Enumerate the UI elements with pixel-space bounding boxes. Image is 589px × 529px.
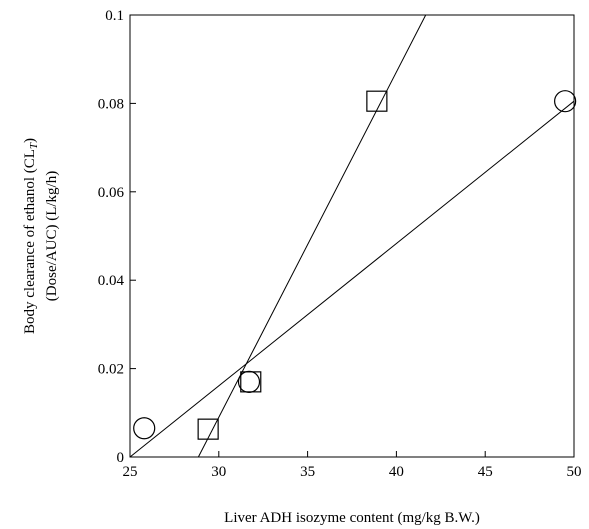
square-point — [197, 418, 219, 440]
x-tick-label: 35 — [300, 464, 315, 480]
circle-point — [554, 90, 577, 113]
x-axis-title: Liver ADH isozyme content (mg/kg B.W.) — [224, 510, 480, 526]
y-axis-title-subscript: T — [28, 142, 40, 149]
y-tick-label: 0.02 — [98, 362, 124, 378]
square-series-fit-line — [197, 14, 427, 458]
y-axis-title-line1: Body clearance of ethanol (CL — [22, 149, 38, 334]
y-tick-label: 0.1 — [105, 8, 124, 24]
circle-series-fit-line — [129, 100, 575, 458]
x-tick-label: 50 — [567, 464, 582, 480]
x-tick-label: 25 — [123, 464, 138, 480]
x-tick-label: 45 — [478, 464, 493, 480]
plot-frame — [129, 14, 575, 458]
square-point — [366, 90, 388, 112]
y-axis: 0 0.02 0.04 0.06 0.08 0.1 — [98, 8, 136, 466]
data-markers — [133, 90, 577, 440]
square-point — [240, 371, 262, 393]
y-tick-label: 0.08 — [98, 96, 124, 112]
y-axis-title-line2: (Dose/AUC) (L/kg/h) — [44, 171, 60, 301]
circle-point — [133, 417, 156, 440]
fit-lines — [129, 14, 575, 458]
svg-text:Body clearance of ethanol (CLT: Body clearance of ethanol (CLT) — [22, 138, 40, 334]
circle-point — [237, 370, 261, 393]
y-tick-label: 0.04 — [98, 273, 125, 289]
y-axis-title-paren: ) — [22, 138, 38, 143]
y-tick-label: 0.06 — [98, 185, 125, 201]
y-tick-label: 0 — [117, 450, 125, 466]
x-tick-label: 30 — [211, 464, 226, 480]
y-axis-title: Body clearance of ethanol (CLT) (Dose/AU… — [22, 138, 60, 334]
x-tick-label: 40 — [389, 464, 404, 480]
x-axis: 25 30 35 40 45 50 — [123, 451, 582, 480]
